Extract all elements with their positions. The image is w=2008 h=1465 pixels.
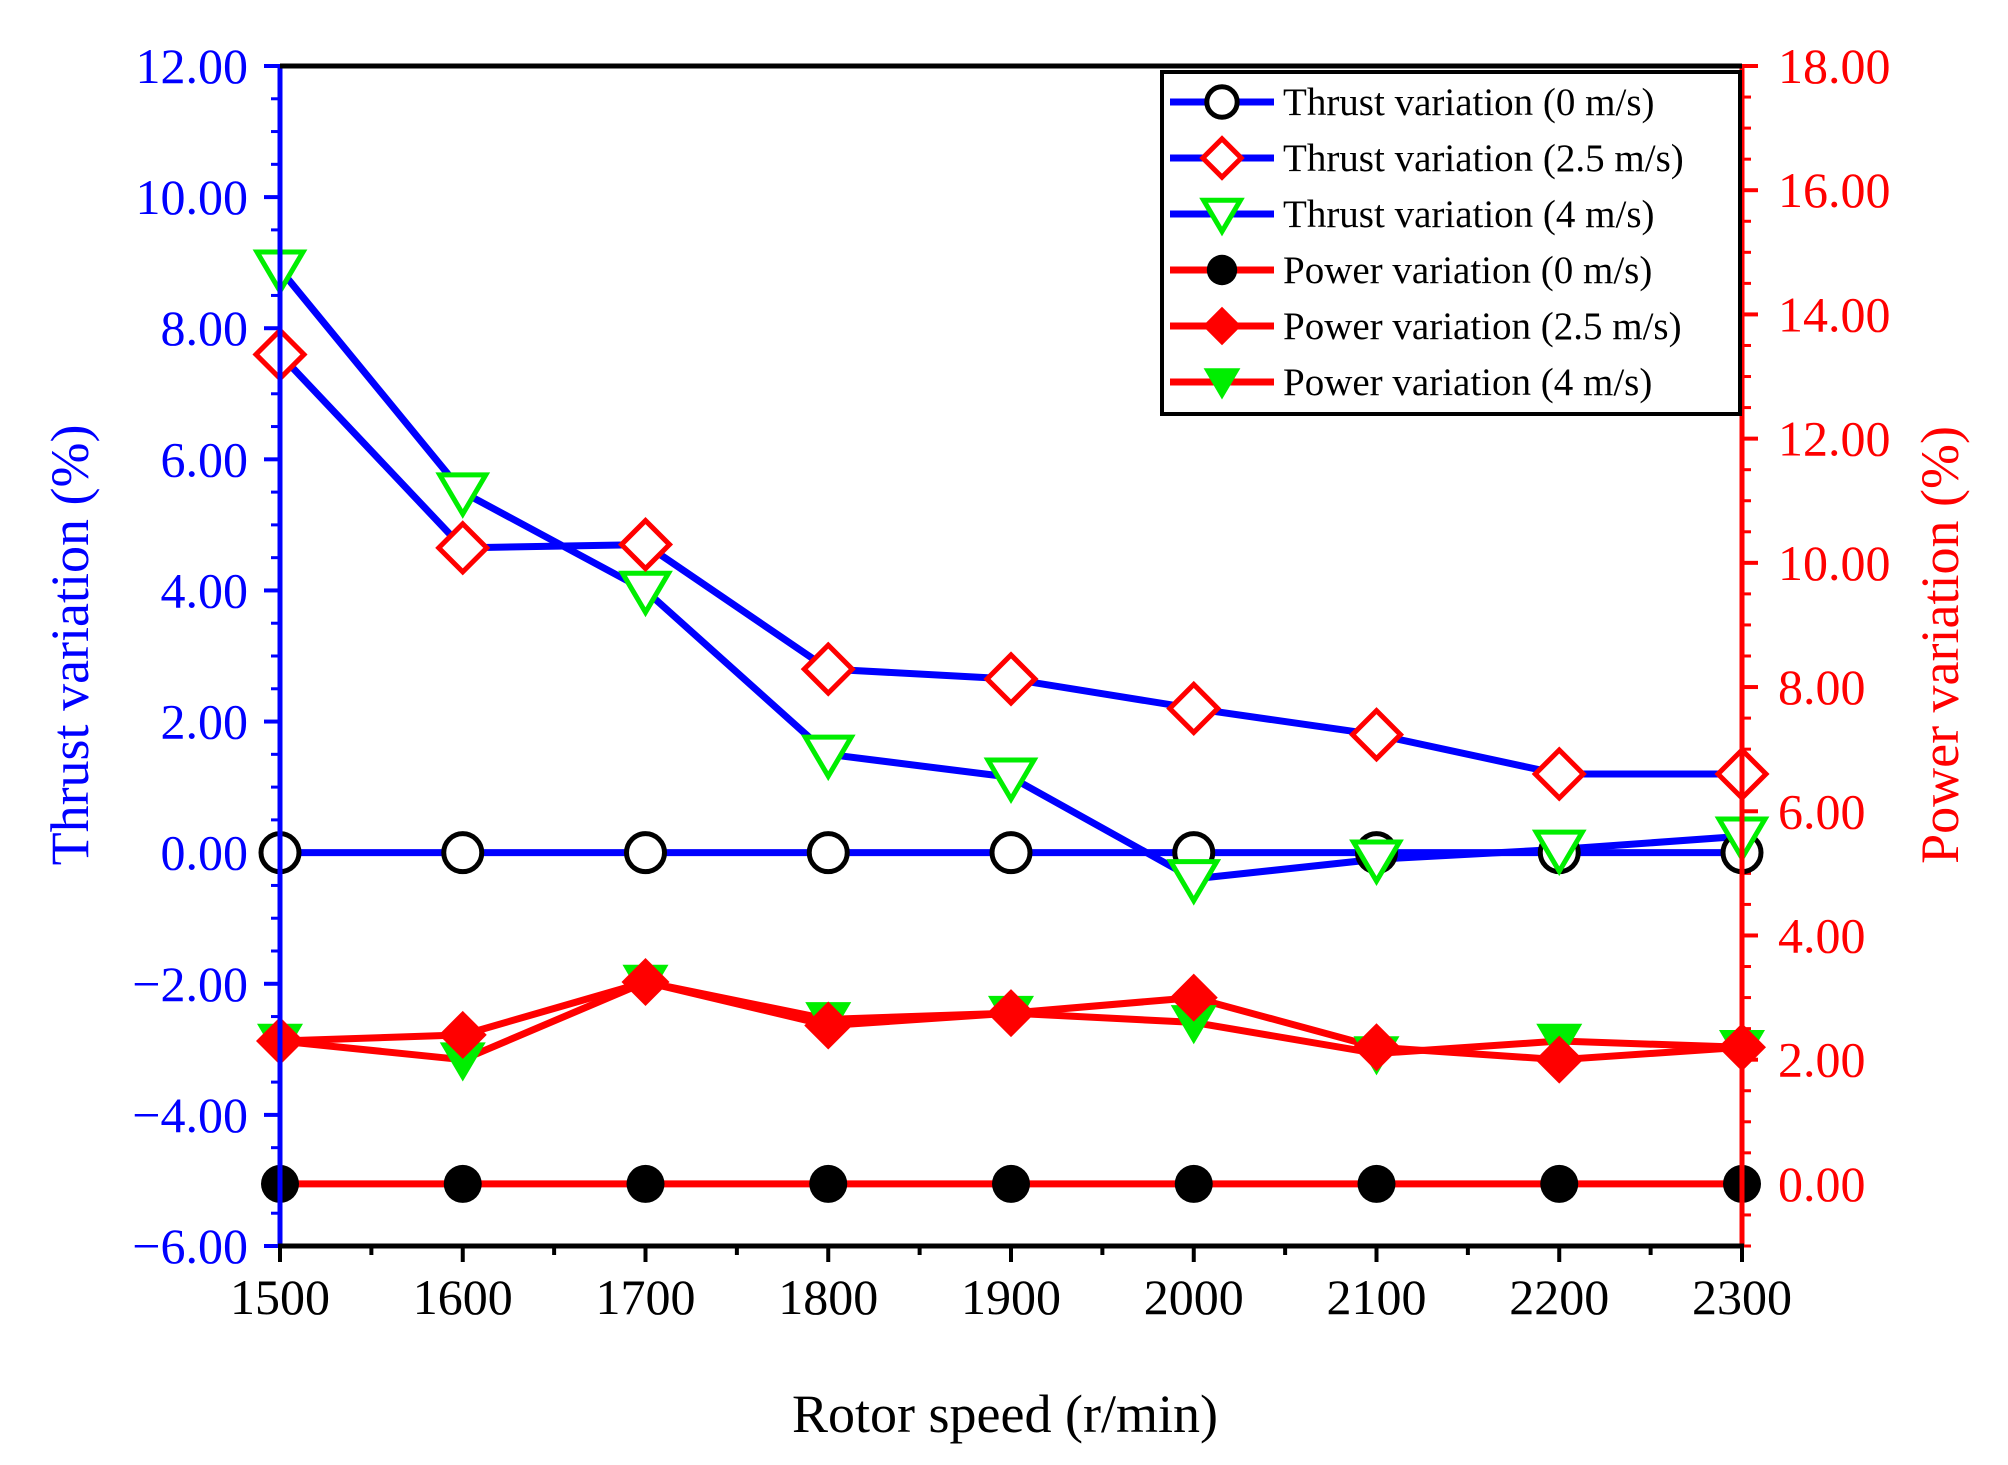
series-0-point bbox=[989, 831, 1033, 875]
left-y-tick-label: −6.00 bbox=[132, 1218, 248, 1274]
series-1-point bbox=[435, 520, 491, 576]
series-markers bbox=[252, 249, 1770, 1203]
right-y-axis-title: Power variation (%) bbox=[1910, 426, 1970, 864]
series-3-point bbox=[1357, 1164, 1396, 1203]
left-y-tick-label: −4.00 bbox=[132, 1087, 248, 1143]
right-y-tick-label: 8.00 bbox=[1778, 659, 1866, 715]
right-y-tick-label: 0.00 bbox=[1778, 1156, 1866, 1212]
x-tick-label: 1600 bbox=[413, 1269, 513, 1325]
x-tick-label: 1700 bbox=[596, 1269, 696, 1325]
legend-box bbox=[1160, 70, 1742, 416]
series-1-point bbox=[1166, 680, 1222, 736]
series-3-point bbox=[1174, 1164, 1213, 1203]
legend-marker-0 bbox=[1204, 84, 1240, 120]
series-4-point bbox=[621, 958, 670, 1007]
series-0-point bbox=[806, 831, 850, 875]
tick-labels: 1500 1600 1700 1800 1900 2000 2100 2200 2300 −6.0… bbox=[132, 38, 1890, 1325]
legend-label-4: Power variation (2.5 m/s) bbox=[1283, 305, 1682, 348]
x-tick-label: 1900 bbox=[961, 1269, 1061, 1325]
series-3-point bbox=[1540, 1164, 1579, 1203]
legend-label-3: Power variation (0 m/s) bbox=[1283, 249, 1652, 292]
series-line-1 bbox=[276, 350, 1746, 778]
x-axis-title: Rotor speed (r/min) bbox=[792, 1384, 1218, 1444]
right-y-tick-label: 18.00 bbox=[1778, 38, 1891, 94]
series-5-point bbox=[1170, 1005, 1217, 1045]
x-tick-label: 1500 bbox=[230, 1269, 330, 1325]
right-y-tick-label: 6.00 bbox=[1778, 783, 1866, 839]
x-tick-label: 1800 bbox=[778, 1269, 878, 1325]
left-y-tick-label: 0.00 bbox=[161, 825, 249, 881]
series-0-point bbox=[624, 831, 667, 875]
x-tick-label: 2100 bbox=[1327, 1269, 1427, 1325]
legend: Thrust variation (0 m/s) Thrust variation… bbox=[1160, 70, 1742, 416]
legend-marker-5 bbox=[1203, 368, 1241, 400]
series-2-point bbox=[800, 734, 856, 782]
series-3-point bbox=[626, 1164, 665, 1203]
series-2-point bbox=[1166, 859, 1222, 906]
series-1-point bbox=[1531, 746, 1587, 802]
series-1-point bbox=[617, 517, 674, 573]
series-2-point bbox=[1349, 839, 1404, 887]
series-4-point bbox=[1352, 1023, 1401, 1072]
series-4-point bbox=[1535, 1035, 1584, 1084]
legend-marker-1 bbox=[1199, 135, 1245, 181]
left-y-tick-label: −2.00 bbox=[132, 956, 248, 1012]
series-1-point bbox=[800, 641, 856, 697]
series-4-point bbox=[1169, 973, 1218, 1022]
series-4-point bbox=[438, 1010, 487, 1059]
left-y-tick-label: 12.00 bbox=[136, 38, 249, 94]
x-tick-label: 2000 bbox=[1144, 1269, 1244, 1325]
series-3-point bbox=[992, 1164, 1030, 1203]
series-2-point bbox=[983, 757, 1039, 805]
legend-label-0: Thrust variation (0 m/s) bbox=[1283, 81, 1655, 124]
right-y-tick-label: 10.00 bbox=[1778, 535, 1891, 591]
left-y-tick-label: 8.00 bbox=[161, 300, 249, 356]
series-2-point bbox=[1531, 829, 1587, 877]
left-y-tick-label: 4.00 bbox=[161, 562, 249, 618]
left-y-tick-label: 6.00 bbox=[161, 431, 249, 487]
legend-label-5: Power variation (4 m/s) bbox=[1283, 361, 1652, 404]
series-5-point bbox=[439, 1042, 486, 1082]
right-y-tick-label: 2.00 bbox=[1778, 1032, 1866, 1088]
x-tick-label: 2200 bbox=[1509, 1269, 1609, 1325]
legend-label-1: Thrust variation (2.5 m/s) bbox=[1283, 137, 1684, 180]
legend-label-2: Thrust variation (4 m/s) bbox=[1283, 193, 1655, 236]
legend-marker-3 bbox=[1206, 254, 1238, 286]
left-y-axis-title: Thrust variation (%) bbox=[40, 425, 100, 866]
series-4-point bbox=[804, 1001, 853, 1050]
series-1-point bbox=[1348, 707, 1405, 763]
series-3-point bbox=[443, 1164, 482, 1203]
series-2-point bbox=[618, 570, 673, 618]
x-tick-label: 2300 bbox=[1692, 1269, 1792, 1325]
series-2-point bbox=[435, 472, 491, 519]
legend-marker-2 bbox=[1199, 197, 1245, 237]
series-4-point bbox=[987, 989, 1035, 1038]
right-y-tick-label: 14.00 bbox=[1778, 286, 1891, 342]
right-y-tick-label: 16.00 bbox=[1778, 162, 1891, 218]
left-y-tick-label: 2.00 bbox=[161, 694, 249, 750]
right-y-tick-label: 4.00 bbox=[1778, 907, 1866, 963]
series-0-point bbox=[441, 831, 485, 875]
left-y-tick-label: 10.00 bbox=[136, 169, 249, 225]
legend-marker-4 bbox=[1202, 306, 1242, 346]
series-3-point bbox=[809, 1164, 848, 1203]
right-y-tick-label: 12.00 bbox=[1778, 411, 1891, 467]
series-1-point bbox=[983, 651, 1039, 707]
